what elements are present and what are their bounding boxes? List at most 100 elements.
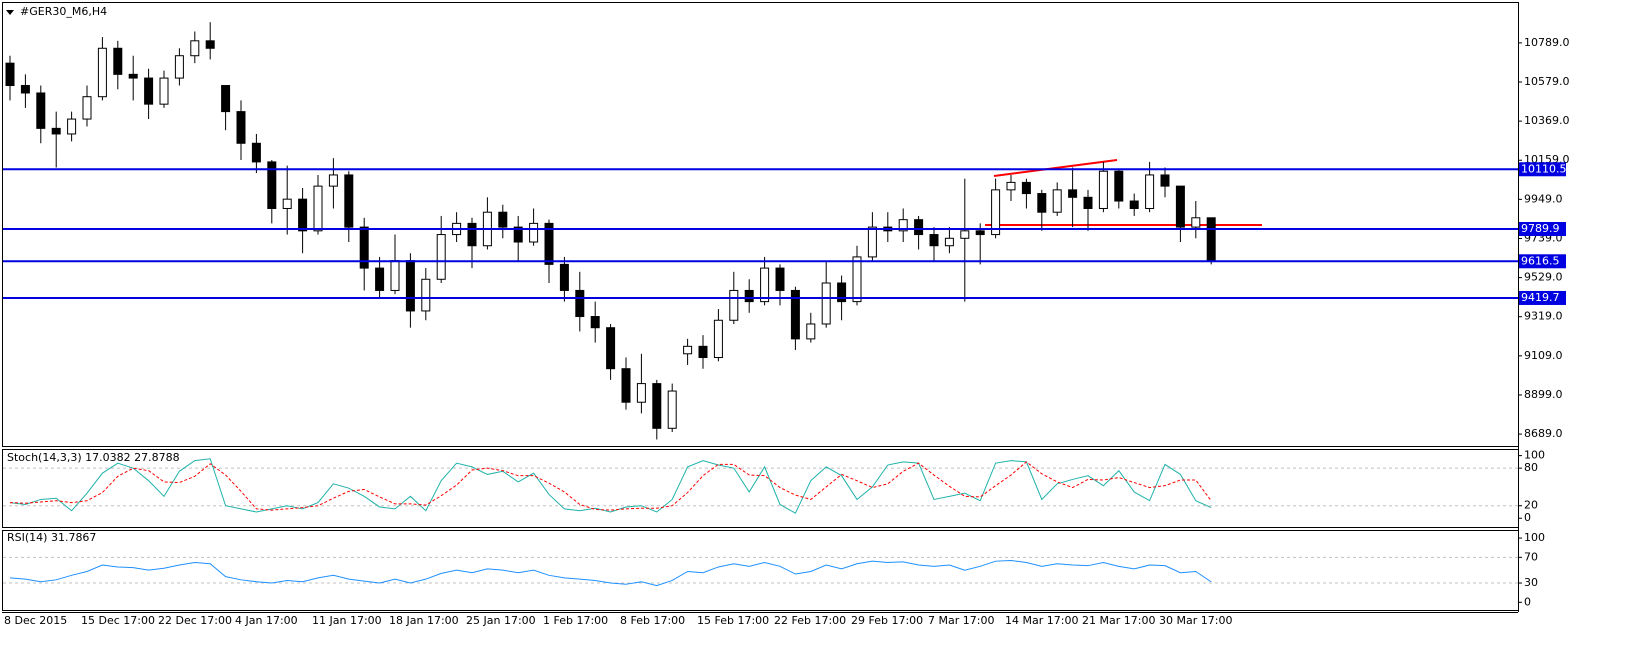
candle-body	[144, 77, 154, 105]
candle-body	[174, 55, 184, 79]
candle-body	[205, 40, 215, 49]
candle-body	[1037, 193, 1047, 213]
level-tag	[1518, 254, 1566, 269]
candle-body	[929, 234, 939, 247]
candle-body	[375, 267, 385, 291]
candle-body	[267, 161, 277, 209]
candle-body	[282, 198, 292, 209]
y-tick-label: 9529.0	[1524, 271, 1563, 284]
x-tick-label: 21 Mar 17:00	[1082, 614, 1155, 627]
candle-body	[729, 289, 739, 321]
x-tick-label: 8 Dec 2015	[4, 614, 67, 627]
indicator-line	[9, 461, 1212, 511]
candle-body	[529, 222, 539, 243]
level-tag	[1518, 221, 1566, 236]
candle-body	[760, 267, 770, 303]
y-tick-label: 20	[1524, 499, 1538, 512]
candle-body	[775, 267, 785, 291]
y-tick-label: 10579.0	[1524, 75, 1570, 88]
level-label: 9419.7	[1521, 291, 1560, 304]
candle-body	[991, 189, 1001, 236]
y-tick-label: 8689.0	[1524, 427, 1563, 440]
level-tag	[1518, 290, 1566, 305]
x-tick-label: 11 Jan 17:00	[312, 614, 382, 627]
candle-body	[82, 96, 92, 120]
x-tick-label: 30 Mar 17:00	[1159, 614, 1232, 627]
candle-body	[313, 185, 323, 232]
y-tick-label: 8899.0	[1524, 388, 1563, 401]
candle-body	[1083, 196, 1093, 209]
candle-body	[67, 118, 77, 135]
candle-body	[1052, 189, 1062, 213]
candle-body	[328, 174, 338, 187]
candle-body	[1021, 181, 1031, 195]
candle-body	[190, 40, 200, 57]
indicator-line	[9, 560, 1212, 587]
candle-body	[128, 73, 138, 79]
y-tick-label: 100	[1524, 449, 1545, 462]
candle-body	[790, 289, 800, 340]
candle-body	[575, 289, 585, 318]
trend-line	[993, 159, 1118, 177]
stoch-title: Stoch(14,3,3) 17.0382 27.8788	[7, 451, 180, 464]
candle-body	[159, 77, 169, 105]
candle-body	[1006, 181, 1016, 191]
candle-body	[97, 47, 107, 98]
candle-body	[821, 282, 831, 325]
level-label: 9789.9	[1521, 222, 1560, 235]
candle-body	[1191, 217, 1201, 228]
menu-arrow[interactable]	[6, 10, 14, 15]
indicator-line	[9, 458, 1212, 514]
candle-body	[636, 383, 646, 403]
x-tick-label: 18 Jan 17:00	[389, 614, 459, 627]
candle-body	[1129, 200, 1139, 209]
y-tick-label: 10789.0	[1524, 36, 1570, 49]
candle-body	[590, 316, 600, 329]
candle-body	[698, 345, 708, 359]
candle-body	[1114, 170, 1124, 202]
candle-body	[914, 219, 924, 236]
main-panel	[2, 2, 1519, 447]
y-tick-label: 100	[1524, 531, 1545, 544]
candle-body	[621, 368, 631, 403]
x-tick-label: 4 Jan 17:00	[235, 614, 298, 627]
candle-body	[51, 127, 61, 135]
x-tick-label: 22 Feb 17:00	[774, 614, 846, 627]
candle-body	[221, 85, 231, 113]
candle-body	[236, 111, 246, 144]
candle-body	[1175, 185, 1185, 228]
candle-body	[559, 263, 569, 291]
candle-body	[436, 234, 446, 280]
candle-body	[359, 226, 369, 269]
y-tick-label: 0	[1524, 511, 1531, 524]
y-tick-label: 9949.0	[1524, 192, 1563, 205]
y-tick-label: 9109.0	[1524, 349, 1563, 362]
level-label: 9616.5	[1521, 254, 1560, 267]
candle-body	[975, 230, 985, 236]
candle-body	[1068, 189, 1078, 198]
x-tick-label: 8 Feb 17:00	[620, 614, 685, 627]
candle-body	[898, 219, 908, 232]
x-tick-label: 15 Dec 17:00	[81, 614, 155, 627]
candle-body	[390, 260, 400, 291]
candle-body	[944, 237, 954, 247]
candle-body	[1098, 170, 1108, 209]
candle-body	[683, 345, 693, 355]
candle-body	[837, 282, 847, 303]
y-tick-label: 80	[1524, 461, 1538, 474]
candle-body	[852, 256, 862, 303]
candle-body	[20, 85, 30, 94]
candle-body	[667, 390, 677, 429]
x-tick-label: 1 Feb 17:00	[543, 614, 608, 627]
candle-body	[1160, 174, 1170, 187]
x-tick-label: 14 Mar 17:00	[1005, 614, 1078, 627]
rsi-title: RSI(14) 31.7867	[7, 531, 96, 544]
x-tick-label: 7 Mar 17:00	[928, 614, 994, 627]
candle-body	[713, 319, 723, 359]
level-tag	[1518, 162, 1566, 177]
candle-body	[36, 92, 46, 129]
level-label: 10110.5	[1521, 162, 1567, 175]
candle-body	[744, 289, 754, 303]
